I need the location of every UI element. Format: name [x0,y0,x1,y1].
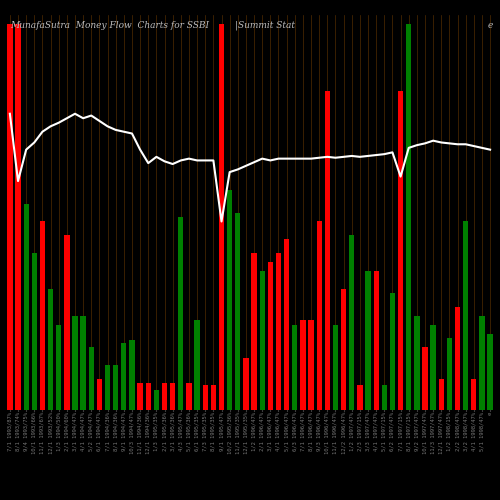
Bar [170,383,175,410]
Bar [406,24,411,410]
Bar [349,235,354,410]
Bar [202,385,208,410]
Bar [374,271,379,410]
Bar [88,347,94,410]
Bar [308,320,314,410]
Text: e: e [487,21,492,30]
Bar [398,92,403,410]
Bar [194,320,200,410]
Bar [488,334,493,410]
Bar [357,385,362,410]
Bar [227,190,232,410]
Bar [480,316,484,410]
Bar [80,316,86,410]
Bar [186,383,192,410]
Bar [341,289,346,410]
Bar [178,217,184,410]
Bar [414,316,420,410]
Bar [300,320,306,410]
Bar [260,271,265,410]
Text: MunafaSutra  Money Flow  Charts for SSBI: MunafaSutra Money Flow Charts for SSBI [10,21,209,30]
Bar [333,324,338,410]
Bar [146,383,151,410]
Bar [455,307,460,410]
Bar [210,385,216,410]
Bar [48,289,53,410]
Bar [56,324,62,410]
Bar [422,347,428,410]
Bar [390,294,395,410]
Bar [430,324,436,410]
Bar [219,24,224,410]
Bar [292,324,298,410]
Bar [64,235,70,410]
Bar [276,253,281,410]
Bar [324,92,330,410]
Bar [40,222,45,410]
Bar [316,222,322,410]
Bar [244,358,248,410]
Bar [284,240,290,410]
Bar [366,271,370,410]
Bar [113,365,118,410]
Bar [105,365,110,410]
Bar [252,253,256,410]
Bar [235,212,240,410]
Bar [32,253,37,410]
Bar [382,385,387,410]
Bar [24,204,29,410]
Bar [447,338,452,410]
Bar [138,383,143,410]
Bar [268,262,273,410]
Bar [97,378,102,410]
Bar [162,383,167,410]
Bar [7,24,12,410]
Bar [154,390,159,410]
Bar [121,342,126,410]
Bar [438,378,444,410]
Bar [72,316,78,410]
Text: |Summit Stat: |Summit Stat [236,21,296,30]
Bar [463,222,468,410]
Bar [471,378,476,410]
Bar [130,340,134,410]
Bar [16,24,20,410]
